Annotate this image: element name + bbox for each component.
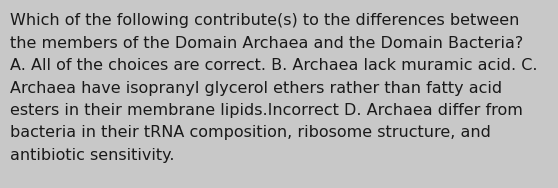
Text: esters in their membrane lipids.Incorrect D. Archaea differ from: esters in their membrane lipids.Incorrec… bbox=[10, 103, 523, 118]
Text: A. All of the choices are correct. B. Archaea lack muramic acid. C.: A. All of the choices are correct. B. Ar… bbox=[10, 58, 537, 73]
Text: antibiotic sensitivity.: antibiotic sensitivity. bbox=[10, 148, 175, 163]
Text: bacteria in their tRNA composition, ribosome structure, and: bacteria in their tRNA composition, ribo… bbox=[10, 126, 491, 140]
Text: the members of the Domain Archaea and the Domain Bacteria?: the members of the Domain Archaea and th… bbox=[10, 36, 523, 51]
Text: Which of the following contribute(s) to the differences between: Which of the following contribute(s) to … bbox=[10, 13, 519, 28]
Text: Archaea have isopranyl glycerol ethers rather than fatty acid: Archaea have isopranyl glycerol ethers r… bbox=[10, 80, 502, 96]
